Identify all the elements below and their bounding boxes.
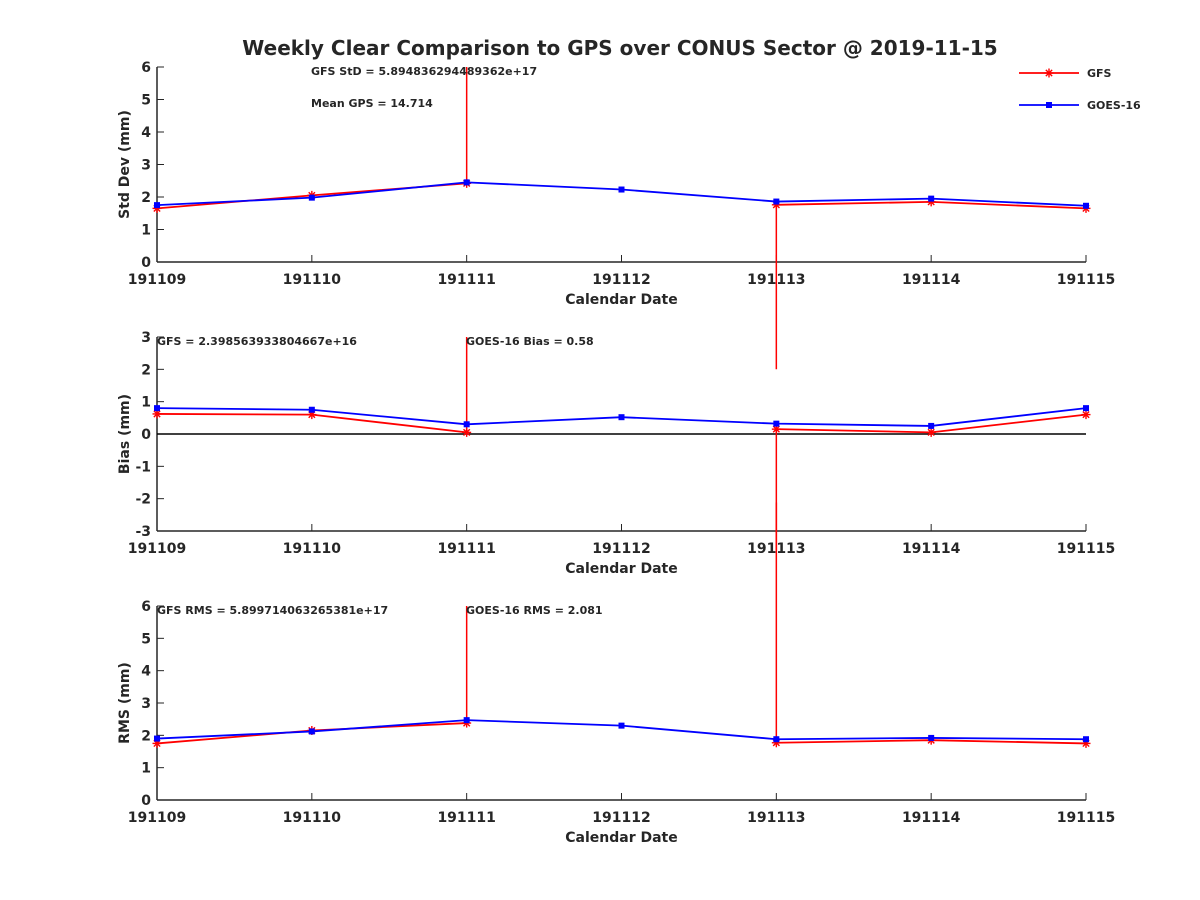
y-tick-label: -3: [135, 524, 151, 540]
gfs-point: [462, 427, 472, 437]
y-tick-label: 3: [141, 330, 151, 346]
goes-16-point: [308, 728, 315, 735]
chart-title: Weekly Clear Comparison to GPS over CONU…: [242, 36, 997, 60]
y-tick-label: 6: [141, 599, 151, 615]
y-tick-label: 1: [141, 223, 151, 239]
series-goes-16: [154, 405, 1089, 429]
stat-annotation: Mean GPS = 14.714: [311, 97, 433, 110]
x-axis-label: Calendar Date: [565, 830, 678, 846]
legend-marker-asterisk: [1044, 68, 1054, 78]
series-gfs: [152, 67, 1091, 370]
x-tick-label: 191111: [437, 810, 495, 826]
stat-annotation: GFS RMS = 5.899714063265381e+17: [157, 604, 388, 617]
x-tick-label: 191115: [1057, 272, 1115, 288]
goes-16-point: [463, 421, 470, 428]
y-tick-label: 2: [141, 362, 151, 378]
gfs-point: [1081, 410, 1091, 420]
series-gfs: [152, 502, 1091, 748]
y-tick-label: 6: [141, 60, 151, 76]
y-tick-label: 2: [141, 728, 151, 744]
goes-16-point: [308, 194, 315, 201]
goes-16-point: [308, 406, 315, 413]
goes-16-point: [928, 195, 935, 202]
stat-annotation: GFS StD = 5.894836294489362e+17: [311, 65, 537, 78]
y-tick-label: 0: [141, 255, 151, 271]
y-tick-label: 4: [141, 125, 151, 141]
legend-marker-square: [1046, 102, 1052, 108]
goes-16-point: [1083, 202, 1089, 209]
y-tick-label: 0: [141, 427, 151, 443]
y-tick-label: 1: [141, 761, 151, 777]
y-tick-label: 1: [141, 395, 151, 411]
goes-16-point: [154, 735, 160, 742]
gfs-point: [152, 409, 162, 419]
goes-16-point: [773, 198, 780, 205]
y-tick-label: -2: [135, 492, 151, 508]
x-tick-label: 191115: [1057, 810, 1115, 826]
y-tick-label: 3: [141, 158, 151, 174]
stat-annotation: GOES-16 RMS = 2.081: [466, 604, 603, 617]
series-gfs: [152, 337, 1091, 551]
goes-16-point: [928, 422, 935, 429]
series-goes-16: [154, 179, 1089, 209]
x-axis-label: Calendar Date: [565, 292, 678, 308]
y-tick-label: 4: [141, 664, 151, 680]
x-tick-label: 191110: [283, 541, 342, 557]
x-tick-label: 191111: [437, 541, 495, 557]
y-tick-label: 3: [141, 696, 151, 712]
x-tick-label: 191110: [283, 272, 342, 288]
x-tick-label: 191115: [1057, 541, 1115, 557]
x-tick-label: 191109: [128, 810, 186, 826]
goes-16-point: [928, 734, 935, 741]
goes-16-point: [618, 414, 625, 421]
goes-16-point: [154, 202, 160, 209]
x-tick-label: 191112: [592, 541, 650, 557]
x-tick-label: 191109: [128, 272, 186, 288]
x-tick-label: 191113: [747, 810, 805, 826]
series-goes-16: [154, 717, 1089, 743]
subplots: 0 1 2 3 4 5 6 191109 191110 191111 191112 191113 191…: [117, 60, 1115, 846]
x-tick-label: 191112: [592, 272, 650, 288]
goes-16-point: [463, 717, 470, 724]
y-tick-label: -1: [135, 459, 151, 475]
stat-annotation: GOES-16 Bias = 0.58: [466, 335, 594, 348]
y-axis-label: Bias (mm): [117, 394, 133, 474]
x-tick-label: 191109: [128, 541, 186, 557]
x-tick-label: 191114: [902, 541, 961, 557]
goes-16-point: [1083, 736, 1089, 743]
gfs-point: [926, 427, 936, 437]
subplot-3: 0 1 2 3 4 5 6 191109 191110 191111 191112 191113 191…: [117, 502, 1115, 846]
x-axis-label: Calendar Date: [565, 561, 678, 577]
x-tick-label: 191114: [902, 810, 961, 826]
goes-16-point: [154, 405, 160, 412]
goes-16-point: [1083, 405, 1089, 412]
goes-16-point: [463, 179, 470, 186]
y-tick-label: 0: [141, 793, 151, 809]
legend: GFS GOES-16: [1019, 67, 1141, 112]
y-axis-label: Std Dev (mm): [117, 110, 133, 219]
goes-16-point: [773, 736, 780, 743]
x-tick-label: 191110: [283, 810, 342, 826]
y-tick-label: 5: [141, 631, 151, 647]
x-tick-label: 191112: [592, 810, 650, 826]
goes-16-point: [773, 420, 780, 427]
legend-label: GFS: [1087, 67, 1112, 80]
y-tick-label: 5: [141, 93, 151, 109]
legend-label: GOES-16: [1087, 99, 1141, 112]
goes-16-point: [618, 722, 625, 729]
x-tick-label: 191111: [437, 272, 495, 288]
y-axis-label: RMS (mm): [117, 662, 133, 744]
x-tick-label: 191114: [902, 272, 961, 288]
y-tick-label: 2: [141, 190, 151, 206]
goes-16-point: [618, 186, 625, 193]
stat-annotation: GFS = 2.398563933804667e+16: [157, 335, 357, 348]
